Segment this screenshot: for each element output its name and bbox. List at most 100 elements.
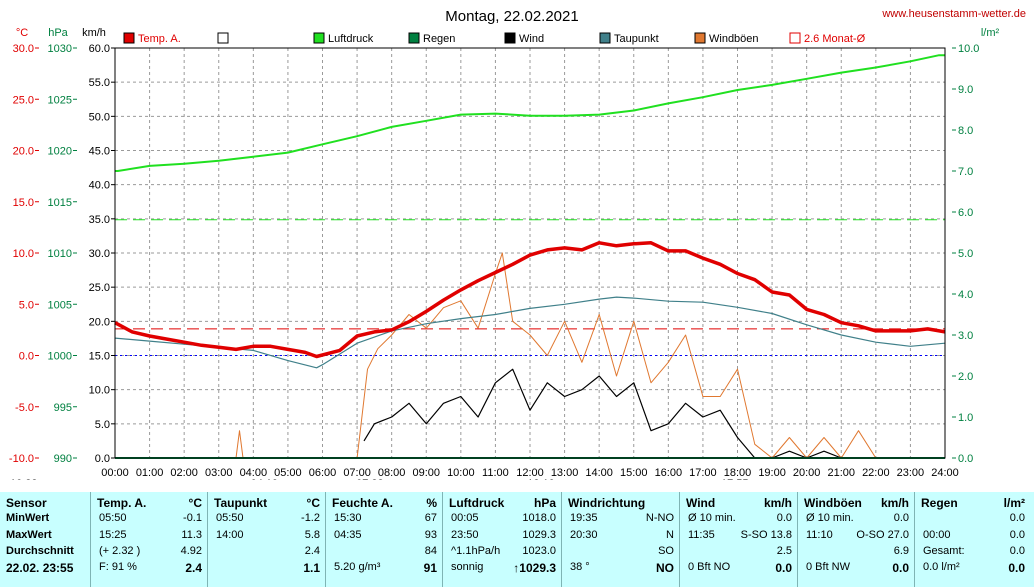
x-tick-label: 17:00 [689, 467, 717, 479]
y-tick-label: 3.0 [958, 330, 973, 342]
cell-time: 14:00 [216, 529, 244, 541]
reference-lines [115, 219, 945, 356]
cell-value: 2.4 [304, 545, 320, 557]
cell-value: 11.3 [181, 529, 202, 541]
axis-unit-temp: °C [16, 27, 28, 39]
stats-column: Regen l/m² 0.0 00:00 0.0 Gesamt: 0.0 0.0 l/m² 0.… [914, 492, 1031, 587]
grid [115, 48, 945, 458]
y-tick-label: 1010 [48, 248, 72, 260]
cell-time: 5.20 g/m³ [334, 561, 381, 573]
column-unit: °C [188, 496, 202, 510]
x-tick-label: 13:00 [551, 467, 579, 479]
series-windb-en [235, 252, 877, 459]
y-tick-label: 55.0 [89, 77, 110, 89]
y-tick-label: 6.0 [958, 207, 973, 219]
source-link[interactable]: www.heusenstamm-wetter.de [881, 8, 1026, 20]
event-time-label: 04:19 [251, 478, 279, 480]
axis-unit-press: hPa [48, 27, 68, 39]
legend-swatch [123, 32, 135, 44]
series-temp-a- [114, 241, 946, 359]
legend-swatch [408, 32, 420, 44]
cell-value: 0.0 [1008, 561, 1025, 575]
x-tick-label: 08:00 [378, 467, 406, 479]
x-tick-label: 14:00 [585, 467, 613, 479]
legend-label: Taupunkt [614, 33, 659, 45]
cell-value: NO [656, 561, 674, 575]
y-tick-label: 9.0 [958, 84, 973, 96]
cell-value: 1018.0 [522, 512, 556, 524]
y-tick-label: 15.0 [89, 351, 110, 363]
legend-swatch [504, 32, 516, 44]
series-wind [363, 368, 876, 459]
cell-time: 11:10 [806, 529, 833, 541]
cell-time: 38 ° [570, 561, 590, 573]
y-tick-label: 5.0 [958, 248, 973, 260]
stats-table: Sensor MinWert MaxWert Durchschnitt 22.02. 2… [0, 492, 1034, 587]
y-tick-label: 45.0 [89, 146, 110, 158]
chart-title: Montag, 22.02.2021 [445, 8, 578, 25]
y-tick-label: 1005 [48, 299, 72, 311]
cell-value: N [666, 529, 674, 541]
column-unit: km/h [880, 496, 909, 510]
cell-time: 0.0 l/m² [923, 561, 960, 573]
cell-value: 0.0 [775, 561, 792, 575]
cell-value: 6.9 [893, 545, 909, 557]
column-header: Luftdruck [449, 496, 505, 510]
event-time-label: 10:33 [10, 478, 38, 480]
x-tick-label: 03:00 [205, 467, 233, 479]
x-tick-label: 01:00 [136, 467, 164, 479]
column-unit: l/m² [1003, 496, 1025, 510]
cell-value: 4.92 [180, 545, 202, 557]
cell-time: Ø 10 min. [688, 512, 736, 524]
cell-value: 2.4 [185, 561, 202, 575]
legend-swatch [217, 32, 229, 44]
y-tick-label: 50.0 [89, 111, 110, 123]
column-header: Wind [686, 496, 716, 510]
event-time-label: 17:55 [721, 478, 749, 480]
column-unit: °C [306, 496, 320, 510]
cell-time: 19:35 [570, 512, 598, 524]
legend-label: Temp. A. [138, 33, 181, 45]
x-tick-label: 06:00 [309, 467, 337, 479]
legend-swatch [694, 32, 706, 44]
column-header: Windböen [804, 496, 862, 510]
cell-time: (+ 2.32 ) [99, 545, 141, 557]
x-tick-label: 22:00 [862, 467, 890, 479]
cell-time: 0 Bft NO [688, 561, 731, 573]
cell-value: 0.0 [892, 561, 909, 575]
cell-value: 91 [423, 561, 437, 575]
cell-value: SO [658, 545, 674, 557]
cell-time: 05:50 [99, 512, 127, 524]
y-tick-label: 15.0 [13, 197, 34, 209]
cell-value: -1.2 [301, 512, 320, 524]
y-tick-label: 30.0 [13, 43, 34, 55]
x-tick-label: 23:00 [897, 467, 925, 479]
x-tick-label: 24:00 [931, 467, 959, 479]
x-tick-label: 05:00 [274, 467, 302, 479]
cell-time: 00:05 [451, 512, 479, 524]
series-taupunkt [114, 296, 946, 369]
legend-label: 2.6 Monat-Ø [804, 33, 866, 45]
legend-swatch [313, 32, 325, 44]
cell-value: 0.0 [1009, 545, 1025, 557]
y-tick-label: 35.0 [89, 214, 110, 226]
column-header: Feuchte A. [332, 496, 393, 510]
axes: °C 30.0 25.0 20.0 15.0 10.0 5.0 0.0 -5.0 -10.0 hPa… [9, 27, 1000, 480]
cell-value: 93 [424, 529, 437, 541]
y-tick-label: 5.0 [19, 299, 34, 311]
row-label-max: MaxWert [6, 529, 52, 541]
cell-time: F: 91 % [99, 561, 137, 573]
cell-value: 0.0 [893, 512, 909, 524]
cell-time: 23:50 [451, 529, 479, 541]
cell-time: Gesamt: [923, 545, 965, 557]
cell-time: 11:35 [688, 529, 715, 541]
column-unit: km/h [763, 496, 792, 510]
stats-column: Taupunkt °C 05:50 -1.2 14:00 5.8 2.4 1.1 [207, 492, 326, 587]
axis-unit-rain: l/m² [981, 27, 1000, 39]
y-tick-label: 995 [54, 402, 72, 414]
y-tick-label: 1000 [48, 351, 72, 363]
column-unit: % [426, 496, 437, 510]
x-tick-label: 20:00 [793, 467, 821, 479]
legend-swatch [789, 32, 801, 44]
stats-column: Luftdruck hPa 00:05 1018.0 23:50 1029.3 ^1.1hP… [442, 492, 562, 587]
